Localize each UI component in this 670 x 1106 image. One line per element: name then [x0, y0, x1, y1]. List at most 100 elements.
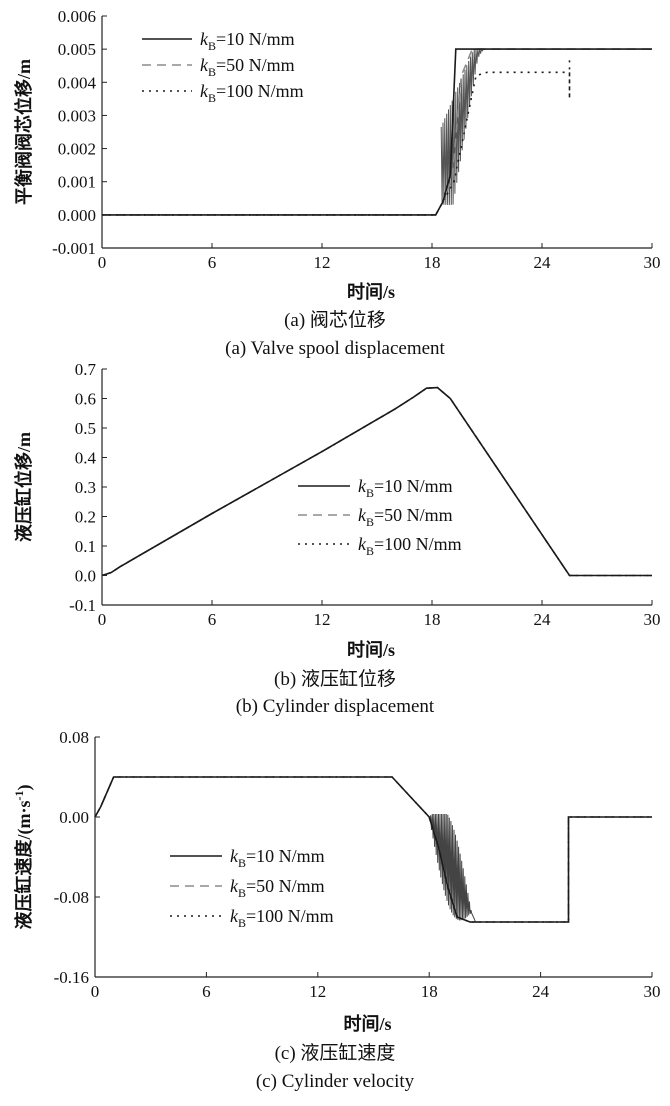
legend-label-k: k [200, 55, 209, 75]
x-tick-label: 12 [314, 253, 331, 272]
legend-label-rest: =10 N/mm [374, 476, 453, 496]
legend-label: kB=100 N/mm [200, 81, 304, 105]
y-tick-label: 0.003 [58, 106, 96, 125]
legend-label-sub: B [208, 91, 216, 105]
legend-label: kB=10 N/mm [358, 476, 453, 500]
x-tick-label: 0 [91, 982, 100, 1001]
x-tick-label: 30 [644, 610, 661, 629]
x-tick-label: 18 [424, 610, 441, 629]
y-tick-label: -0.1 [69, 596, 96, 615]
x-tick-label: 12 [309, 982, 326, 1001]
legend-label: kB=10 N/mm [230, 846, 325, 870]
y-tick-label: 0.000 [58, 206, 96, 225]
x-tick-label: 30 [644, 253, 661, 272]
legend-label-k: k [358, 534, 367, 554]
oscillation-trace [428, 813, 477, 923]
x-tick-label: 24 [532, 982, 550, 1001]
x-tick-label: 6 [202, 982, 211, 1001]
y-tick-label: 0.005 [58, 40, 96, 59]
x-tick-label: 12 [314, 610, 331, 629]
series-line-solid [94, 776, 652, 923]
chart-panel-c: 0 6 12 18 24 30 -0.16 -0.08 0.00 0.08 时间/s 液压缸速度/(m… [12, 728, 661, 1092]
legend-label-sub: B [238, 856, 246, 870]
x-tick-label: 30 [644, 982, 661, 1001]
y-tick-label: 0.5 [75, 419, 96, 438]
x-axis-label: 时间/s [347, 282, 395, 302]
y-tick-label: 0.1 [75, 537, 96, 556]
legend-label-rest: =100 N/mm [374, 534, 462, 554]
legend-label-sub: B [208, 39, 216, 53]
x-tick-label: 6 [208, 253, 217, 272]
y-tick-label: 0.7 [75, 360, 97, 379]
legend-label-sub: B [208, 65, 216, 79]
legend-label-sub: B [238, 886, 246, 900]
legend-label: kB=50 N/mm [230, 876, 325, 900]
legend-label-k: k [230, 906, 239, 926]
x-tick-label: 18 [424, 253, 441, 272]
legend-label-k: k [358, 505, 367, 525]
legend-label-rest: =10 N/mm [216, 29, 295, 49]
chart-panel-b: 0 6 12 18 24 30 -0.1 0.0 0.1 0.2 0.3 0.4 0.5 0.6 0.7 时间… [13, 360, 661, 717]
series-line-dotted [102, 59, 571, 216]
legend-label-sub: B [238, 916, 246, 930]
y-tick-label: -0.001 [52, 239, 96, 258]
x-axis-label: 时间/s [347, 640, 395, 660]
x-tick-label: 0 [98, 610, 107, 629]
x-tick-label: 24 [534, 253, 552, 272]
legend-label-k: k [230, 846, 239, 866]
oscillation-band [440, 47, 484, 205]
caption-en: (b) Cylinder displacement [236, 696, 435, 717]
legend-label: kB=10 N/mm [200, 29, 295, 53]
y-axis-label: 液压缸速度/(m·s-1) [12, 785, 35, 930]
y-axis-label-end: ) [14, 785, 35, 791]
y-tick-label: 0.6 [75, 390, 96, 409]
legend-label-sub: B [366, 486, 374, 500]
y-axis-label: 平衡阀阀芯位移/m [13, 59, 34, 205]
legend-label: kB=100 N/mm [230, 906, 334, 930]
oscillation-band [428, 813, 477, 923]
caption-cn: (b) 液压缸位移 [274, 668, 396, 690]
legend-label-sub: B [366, 515, 374, 529]
x-tick-label: 18 [421, 982, 438, 1001]
series-line-solid [101, 386, 652, 577]
series-line-solid [102, 48, 652, 216]
legend-label-rest: =10 N/mm [246, 846, 325, 866]
legend-label-rest: =50 N/mm [216, 55, 295, 75]
y-tick-label: 0.006 [58, 7, 96, 26]
y-axis-label-main: 液压缸速度/(m·s [13, 801, 35, 930]
legend-label-rest: =50 N/mm [246, 876, 325, 896]
y-axis-label: 液压缸位移/m [13, 432, 34, 542]
caption-cn: (a) 阀芯位移 [284, 309, 386, 331]
legend-label-k: k [358, 476, 367, 496]
y-axis-label-sup: -1 [12, 791, 26, 801]
oscillation-trace [440, 47, 484, 205]
legend-label-k: k [230, 876, 239, 896]
y-tick-label: 0.0 [75, 567, 96, 586]
y-tick-label: 0.2 [75, 508, 96, 527]
legend-label-sub: B [366, 544, 374, 558]
caption-en: (a) Valve spool displacement [225, 338, 445, 359]
y-tick-label: 0.004 [58, 73, 97, 92]
legend-label-rest: =100 N/mm [246, 906, 334, 926]
y-tick-label: 0.001 [58, 173, 96, 192]
legend-label-rest: =50 N/mm [374, 505, 453, 525]
y-tick-label: 0.08 [59, 728, 89, 747]
y-tick-label: 0.4 [75, 449, 97, 468]
y-tick-label: -0.08 [54, 888, 89, 907]
caption-en: (c) Cylinder velocity [256, 1071, 415, 1092]
legend-label-rest: =100 N/mm [216, 81, 304, 101]
y-tick-label: 0.002 [58, 140, 96, 159]
legend-label: kB=100 N/mm [358, 534, 462, 558]
caption-cn: (c) 液压缸速度 [275, 1042, 396, 1064]
y-tick-label: 0.00 [59, 808, 89, 827]
x-tick-label: 0 [98, 253, 107, 272]
x-axis-label: 时间/s [343, 1014, 391, 1034]
legend-label-k: k [200, 81, 209, 101]
x-tick-label: 24 [534, 610, 552, 629]
legend-label: kB=50 N/mm [200, 55, 295, 79]
x-tick-label: 6 [208, 610, 217, 629]
legend-label: kB=50 N/mm [358, 505, 453, 529]
